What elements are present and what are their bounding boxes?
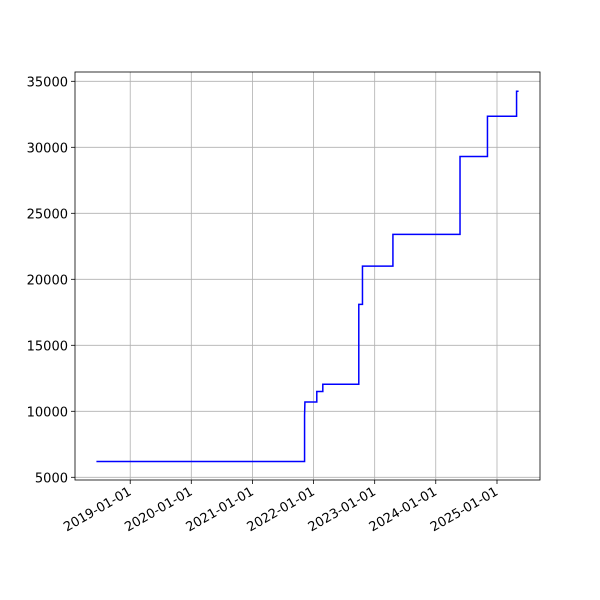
x-tick-label: 2021-01-01 bbox=[184, 484, 257, 535]
data-line bbox=[96, 90, 519, 463]
y-tick-label: 35000 bbox=[27, 75, 68, 90]
x-tick-label: 2020-01-01 bbox=[122, 484, 195, 535]
y-tick-label: 25000 bbox=[27, 207, 68, 222]
y-tick-label: 30000 bbox=[27, 141, 68, 156]
plot-frame bbox=[74, 71, 541, 481]
x-tick-label: 2025-01-01 bbox=[428, 484, 501, 535]
y-tick-label: 5000 bbox=[35, 471, 68, 486]
x-tick-label: 2022-01-01 bbox=[245, 484, 318, 535]
y-tick-label: 15000 bbox=[27, 339, 68, 354]
x-tick-label: 2019-01-01 bbox=[61, 484, 134, 535]
y-tick-label: 20000 bbox=[27, 273, 68, 288]
x-tick-label: 2024-01-01 bbox=[367, 484, 440, 535]
y-tick-label: 10000 bbox=[27, 405, 68, 420]
x-tick-label: 2023-01-01 bbox=[306, 484, 379, 535]
